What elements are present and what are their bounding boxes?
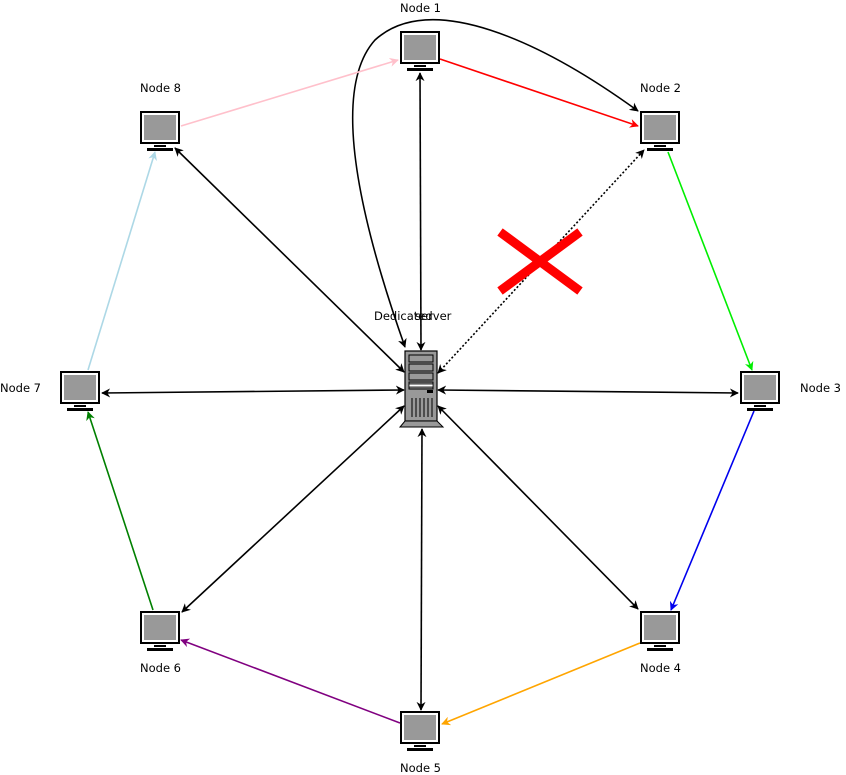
node1-label: Node 1: [400, 1, 441, 15]
ring-node7-node8: [87, 151, 157, 371]
node8-label: Node 8: [140, 81, 181, 95]
node3-computer-icon: [740, 371, 780, 411]
node5-label: Node 5: [400, 761, 441, 775]
node4-computer-icon: [640, 611, 680, 651]
node2-computer-icon: [640, 111, 680, 151]
spoke-node4: [437, 405, 639, 610]
server-label-dedicated: Dedicated: [374, 309, 433, 323]
node7-computer-icon: [60, 371, 100, 411]
spoke-node6: [181, 405, 405, 613]
node1-computer-icon: [400, 31, 440, 71]
node5-computer-icon: [400, 711, 440, 751]
broken-link-x-icon: [497, 228, 583, 295]
spoke-node5: [416, 428, 427, 711]
node2-label: Node 2: [640, 81, 681, 95]
server-label-server: server: [415, 309, 452, 323]
node6-computer-icon: [140, 611, 180, 651]
node4-label: Node 4: [640, 661, 681, 675]
ring-node3-node4: [669, 410, 755, 611]
spoke-node8: [174, 147, 405, 373]
node6-label: Node 6: [140, 661, 181, 675]
node3-label: Node 3: [800, 381, 841, 395]
ring-node6-node7: [86, 411, 154, 611]
node7-label: Node 7: [0, 381, 41, 395]
ring-node1-node2: [439, 58, 639, 128]
spoke-node7: [101, 385, 405, 398]
ring-node2-node3: [667, 151, 754, 371]
ring-node8-node1: [180, 58, 399, 127]
curved-link-node2-server: [352, 18, 639, 348]
node8-computer-icon: [140, 111, 180, 151]
server-icon: [398, 350, 445, 428]
ring-node5-node6: [180, 638, 401, 724]
spoke-node3: [437, 385, 739, 398]
ring-node4-node5: [441, 642, 641, 726]
